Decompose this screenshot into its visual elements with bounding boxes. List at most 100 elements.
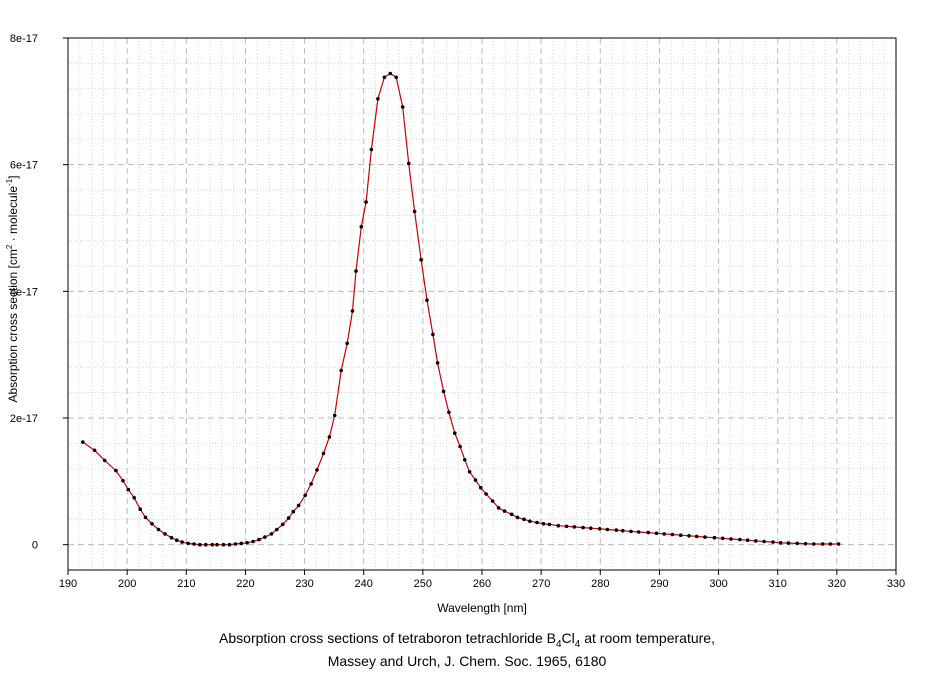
- data-point: [198, 542, 202, 547]
- data-point: [515, 515, 520, 520]
- x-axis-ticks: 190 200 210 220 230 240 250 260 270 280 290 300 310 3…: [59, 570, 905, 590]
- data-point: [453, 431, 457, 436]
- data-point: [327, 435, 332, 439]
- data-point: [275, 527, 279, 532]
- data-point: [467, 470, 472, 474]
- chart-caption-line-1: Absorption cross sections of tetraboron …: [219, 630, 715, 650]
- data-point: [280, 522, 285, 527]
- data-point: [382, 75, 387, 80]
- data-point: [251, 539, 255, 544]
- y-tick-label: 4e-17: [10, 286, 38, 298]
- data-point: [754, 539, 758, 543]
- data-point: [388, 71, 393, 76]
- x-tick-label: 210: [177, 578, 195, 590]
- data-point: [502, 509, 507, 513]
- data-point: [412, 209, 417, 214]
- series-layer: [81, 71, 841, 547]
- data-point: [646, 530, 650, 535]
- data-point: [114, 468, 118, 473]
- x-tick-label: 290: [650, 578, 668, 590]
- data-point: [406, 161, 411, 166]
- data-point: [738, 537, 742, 542]
- x-tick-label: 310: [769, 578, 787, 590]
- data-point: [786, 541, 791, 545]
- data-point: [169, 535, 174, 540]
- y-axis-ticks: 0 2e-17 4e-17 6e-17 8e-17: [10, 33, 68, 552]
- data-point: [572, 525, 577, 529]
- data-point: [364, 200, 368, 204]
- y-tick-label: 8e-17: [10, 33, 38, 45]
- x-tick-label: 260: [473, 578, 491, 590]
- data-point: [654, 531, 659, 536]
- data-point: [369, 147, 374, 152]
- data-point: [463, 458, 467, 462]
- data-point: [354, 269, 358, 273]
- data-point: [564, 524, 569, 529]
- data-point: [291, 509, 296, 514]
- data-point: [186, 541, 190, 546]
- data-point: [315, 468, 319, 472]
- data-point: [490, 499, 495, 503]
- data-point: [441, 389, 446, 394]
- data-point: [309, 482, 313, 486]
- data-point: [419, 257, 423, 262]
- data-point: [180, 540, 184, 544]
- y-tick-label: 2e-17: [10, 413, 38, 425]
- data-point: [629, 529, 633, 534]
- y-tick-label: 0: [32, 540, 38, 552]
- x-tick-label: 270: [532, 578, 550, 590]
- data-point: [121, 478, 125, 483]
- data-point: [215, 542, 219, 547]
- data-point: [425, 298, 429, 303]
- data-point: [376, 97, 380, 101]
- data-point: [143, 515, 148, 520]
- data-point: [321, 451, 326, 456]
- x-tick-label: 230: [295, 578, 313, 590]
- data-point: [729, 537, 733, 541]
- data-point: [192, 542, 196, 546]
- data-point: [687, 534, 691, 538]
- data-point: [547, 522, 552, 527]
- data-point: [233, 542, 238, 546]
- data-point: [263, 535, 267, 539]
- data-point: [221, 542, 226, 547]
- data-point: [597, 527, 602, 531]
- x-tick-label: 330: [887, 578, 905, 590]
- y-axis-label: Absorption cross section [cm2 · molecule…: [5, 175, 20, 402]
- x-tick-label: 320: [828, 578, 846, 590]
- data-point: [138, 507, 142, 512]
- data-point: [828, 542, 833, 546]
- x-axis-label: Wavelength [nm]: [437, 601, 527, 615]
- data-point: [150, 522, 154, 526]
- x-tick-label: 200: [118, 578, 136, 590]
- data-point: [778, 541, 783, 545]
- data-point: [458, 444, 462, 449]
- data-point: [245, 541, 249, 545]
- data-point: [175, 538, 179, 542]
- data-point: [204, 542, 208, 547]
- data-point: [496, 506, 501, 510]
- data-point: [296, 503, 301, 508]
- data-point: [712, 535, 717, 540]
- data-point: [81, 440, 85, 444]
- data-point: [836, 542, 841, 546]
- chart-caption-line-2: Massey and Urch, J. Chem. Soc. 1965, 618…: [327, 653, 607, 669]
- data-point: [156, 527, 161, 532]
- data-point: [556, 523, 561, 528]
- data-point: [92, 448, 97, 453]
- data-point: [286, 516, 291, 520]
- data-point: [269, 532, 274, 536]
- x-tick-label: 250: [414, 578, 432, 590]
- data-point: [394, 75, 399, 80]
- data-point: [435, 361, 440, 365]
- data-point: [795, 541, 799, 546]
- data-point: [345, 341, 350, 346]
- data-point: [431, 332, 435, 337]
- data-point: [614, 528, 619, 532]
- data-point: [771, 540, 775, 544]
- data-point: [745, 538, 750, 542]
- data-point: [581, 525, 585, 530]
- data-point: [257, 537, 261, 542]
- series-line: [82, 72, 839, 546]
